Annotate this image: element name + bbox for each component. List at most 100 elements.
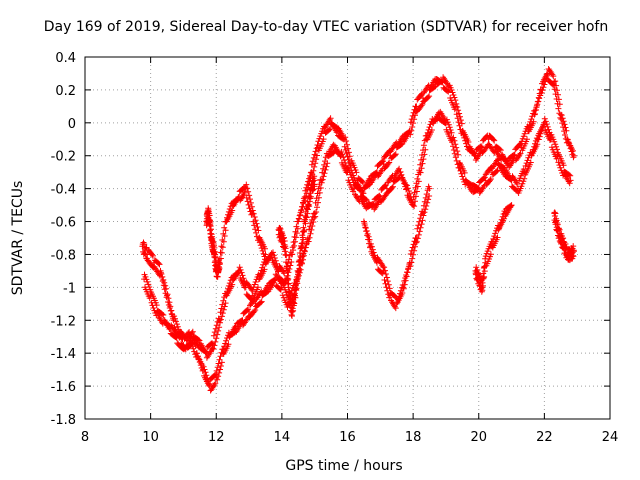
data-point — [549, 81, 556, 88]
data-point — [229, 207, 236, 214]
data-point — [544, 123, 551, 130]
data-point — [552, 78, 559, 85]
data-point — [287, 262, 294, 269]
data-point — [494, 234, 501, 241]
data-point — [444, 119, 451, 126]
data-point — [312, 213, 319, 220]
data-point — [172, 318, 179, 325]
data-point — [314, 152, 320, 159]
data-point — [412, 193, 419, 200]
data-point — [455, 151, 462, 158]
data-point — [465, 139, 472, 145]
data-point — [217, 255, 224, 262]
data-point — [163, 285, 170, 292]
data-point — [386, 285, 393, 292]
data-point — [496, 146, 503, 153]
data-point — [283, 259, 290, 266]
x-axis: 8 10 12 14 16 18 20 22 24 — [81, 57, 618, 445]
data-point — [552, 210, 559, 217]
data-point — [391, 152, 398, 158]
data-point — [537, 92, 544, 99]
data-point — [541, 81, 548, 88]
data-point — [523, 160, 530, 167]
data-point — [220, 306, 227, 313]
data-point — [419, 217, 426, 224]
data-point — [150, 305, 157, 311]
data-point — [342, 159, 349, 166]
data-point — [192, 343, 199, 349]
data-point — [225, 341, 232, 348]
data-point — [250, 297, 257, 304]
data-point — [555, 96, 562, 103]
data-point — [445, 121, 452, 128]
data-point — [407, 263, 414, 270]
data-point — [563, 127, 570, 134]
data-point — [543, 121, 550, 128]
y-tick-label: 0.4 — [55, 51, 76, 66]
data-point — [382, 267, 388, 274]
data-point — [308, 226, 315, 233]
data-point — [406, 190, 413, 197]
data-point — [493, 168, 500, 175]
data-point — [453, 157, 460, 164]
data-point — [392, 305, 399, 312]
data-point — [307, 193, 314, 200]
data-point — [524, 157, 531, 164]
data-point — [149, 251, 155, 258]
y-tick-label: -0.6 — [51, 216, 76, 231]
data-point — [146, 284, 153, 290]
data-point — [286, 289, 293, 296]
data-point — [353, 169, 360, 176]
data-point — [316, 189, 323, 196]
data-point — [452, 97, 459, 104]
data-point — [252, 279, 259, 285]
data-point — [257, 299, 264, 306]
data-point — [415, 231, 422, 238]
data-point — [342, 134, 349, 141]
data-point — [240, 275, 247, 282]
data-point — [220, 238, 227, 245]
data-point — [255, 227, 262, 234]
data-point — [248, 203, 255, 210]
data-point — [385, 281, 392, 288]
data-point — [252, 307, 259, 313]
data-point — [217, 363, 224, 369]
data-point — [229, 281, 236, 288]
data-point — [247, 196, 253, 203]
data-point — [281, 238, 288, 244]
data-point — [215, 373, 222, 380]
data-point — [412, 243, 418, 250]
data-point — [212, 338, 219, 345]
data-point — [273, 260, 280, 267]
data-point — [400, 285, 407, 292]
data-point — [211, 342, 218, 349]
data-point — [520, 178, 527, 185]
data-point — [218, 243, 225, 250]
data-point — [160, 312, 167, 318]
data-point — [570, 248, 577, 255]
data-point — [411, 203, 418, 210]
data-point — [203, 372, 210, 379]
data-point — [550, 73, 557, 80]
data-point — [216, 369, 223, 376]
data-point — [410, 120, 417, 127]
data-point — [292, 238, 298, 245]
data-point — [156, 261, 163, 268]
data-point — [315, 199, 321, 206]
data-point — [382, 271, 389, 277]
data-point — [457, 117, 464, 124]
data-point — [312, 148, 319, 155]
data-point — [415, 178, 422, 185]
data-point — [270, 249, 276, 256]
x-tick-label: 18 — [405, 430, 422, 445]
data-point — [428, 127, 435, 133]
data-point — [561, 121, 568, 128]
data-point — [296, 267, 302, 274]
data-point — [422, 206, 429, 213]
data-point — [425, 196, 432, 203]
data-point — [276, 224, 283, 231]
data-point — [294, 225, 301, 232]
data-point — [555, 225, 562, 232]
data-point — [217, 260, 223, 267]
